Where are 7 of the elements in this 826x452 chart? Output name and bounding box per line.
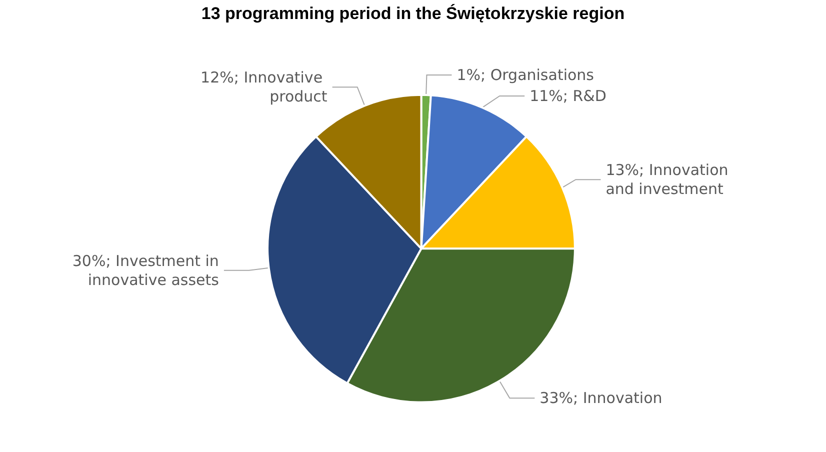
slice-label: 13%; Innovation and investment [606, 161, 734, 198]
slice-label: 30%; Investment in innovative assets [72, 252, 220, 289]
slice-label: 1%; Organisations [456, 66, 594, 84]
slice-label: 11%; R&D [530, 87, 606, 106]
slice-label: 33%; Innovation [540, 389, 662, 408]
chart-title: 13 programming period in the Świętokrzyskie region [201, 3, 625, 23]
slice-label: 12%; Innovative product [200, 68, 328, 106]
